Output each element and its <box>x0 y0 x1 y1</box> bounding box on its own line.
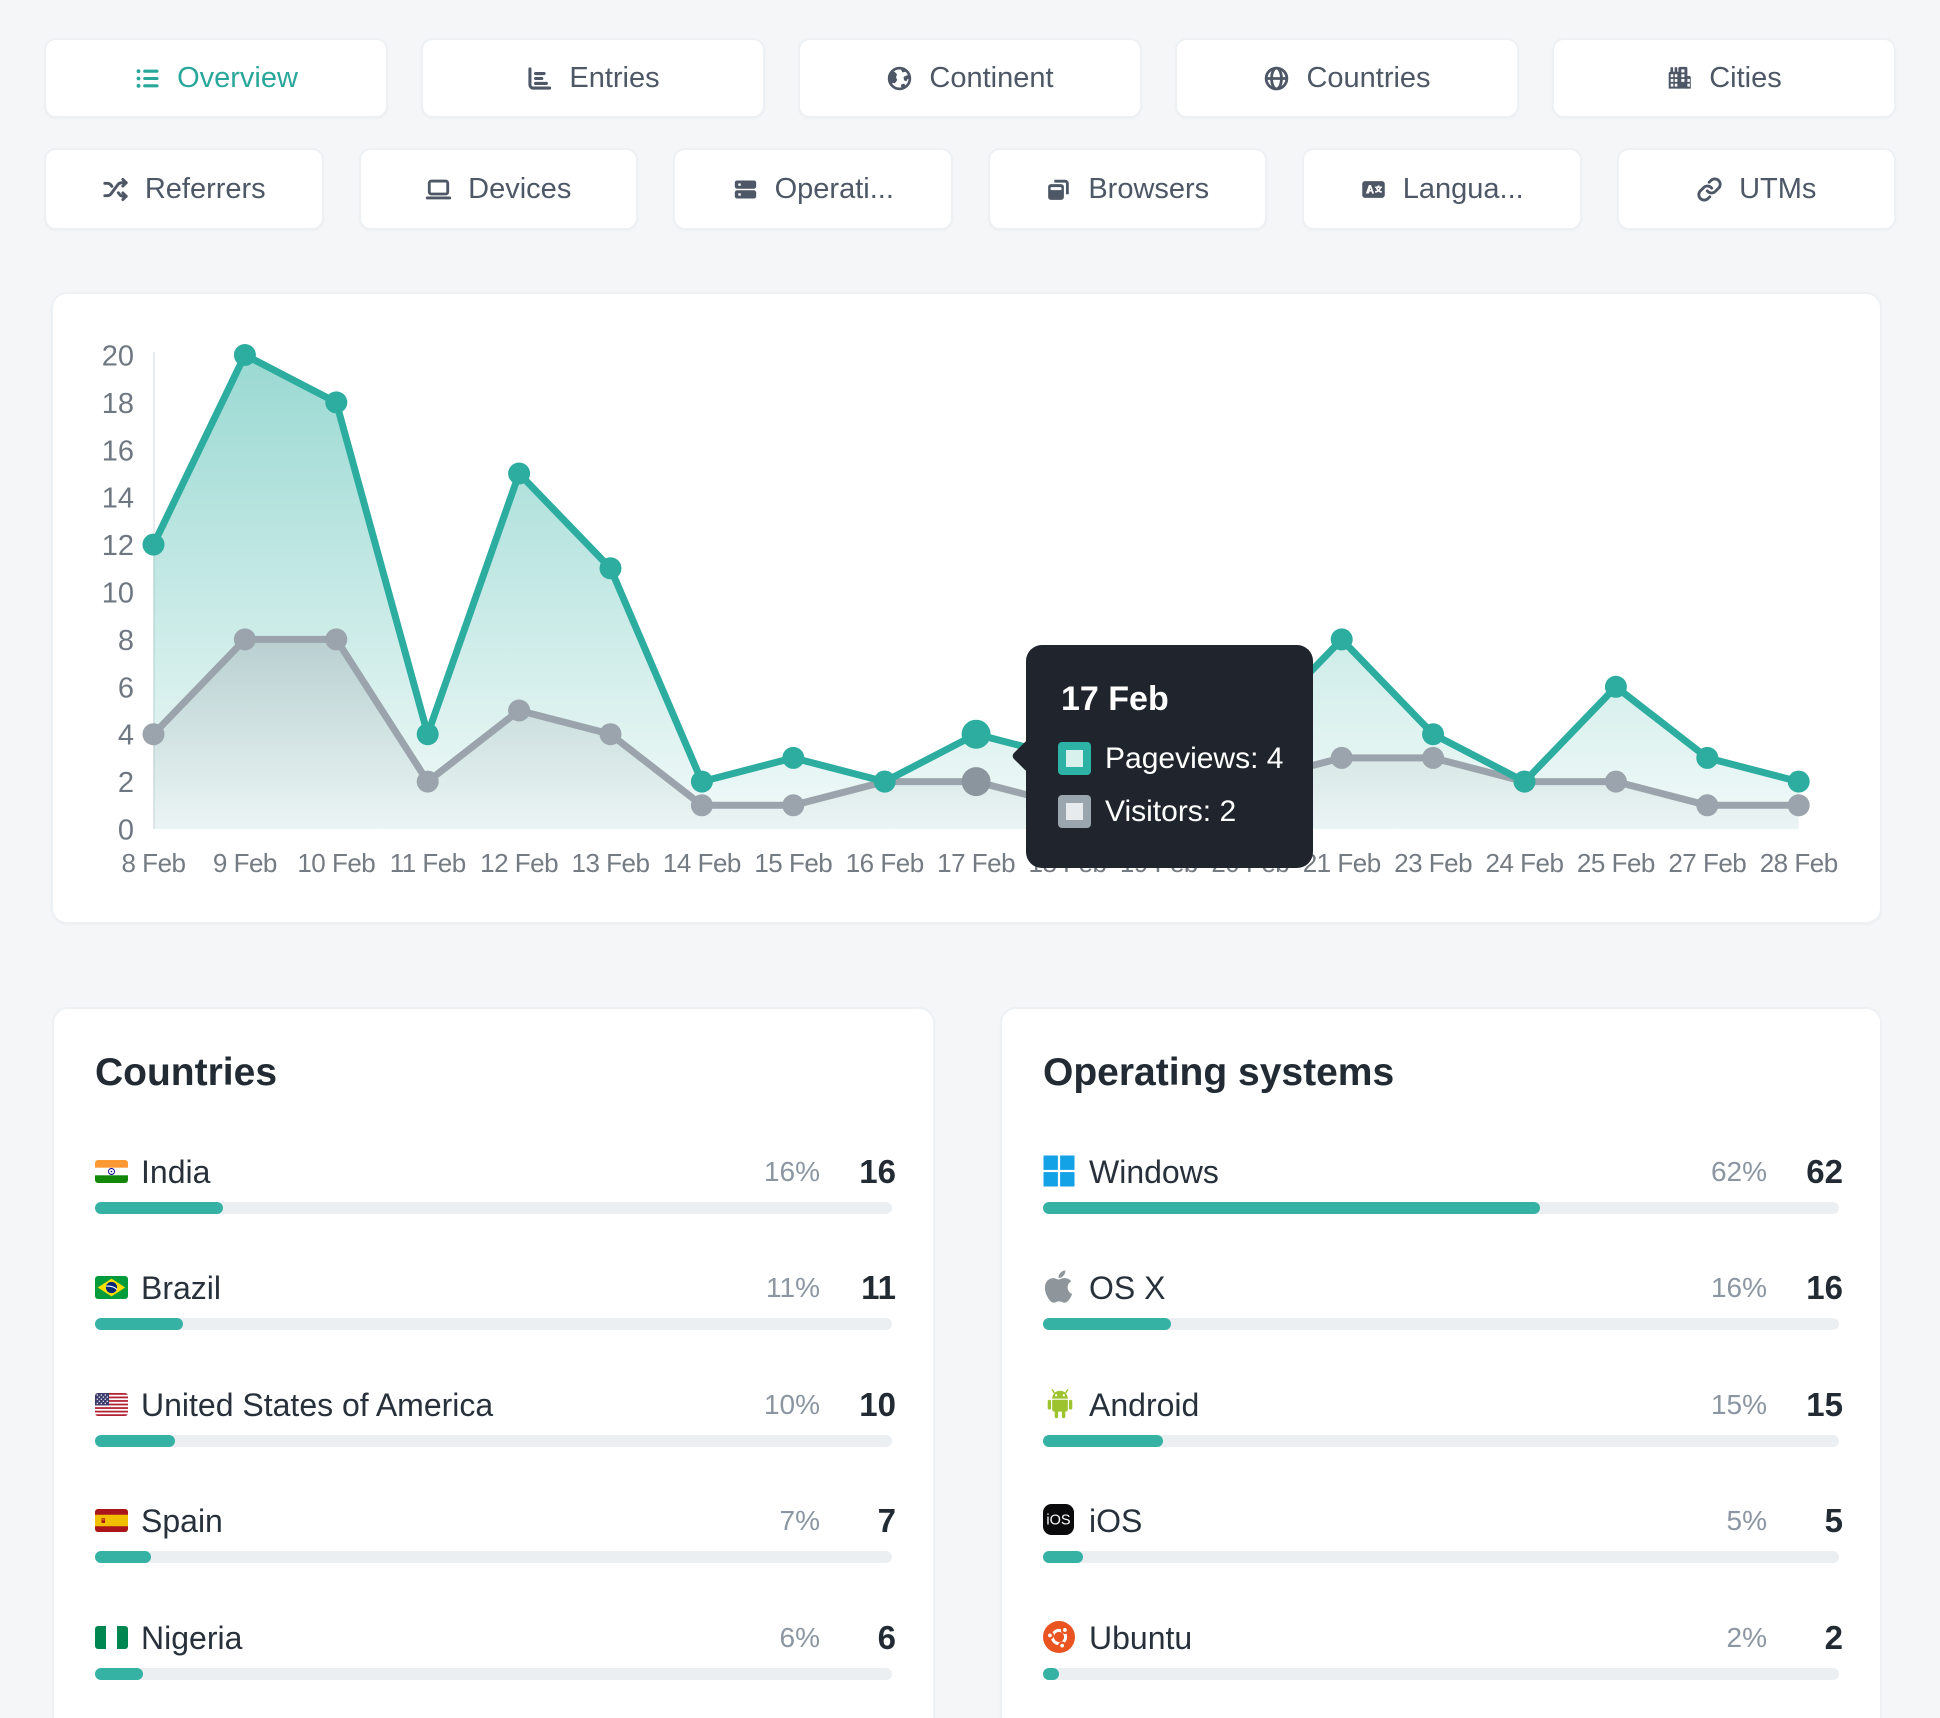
svg-text:10: 10 <box>102 578 134 610</box>
svg-text:16: 16 <box>102 435 134 467</box>
svg-text:8 Feb: 8 Feb <box>122 848 186 878</box>
svg-text:14 Feb: 14 Feb <box>663 848 741 878</box>
svg-text:0: 0 <box>118 815 134 847</box>
svg-text:12: 12 <box>102 530 134 562</box>
svg-text:6: 6 <box>118 672 134 704</box>
svg-text:17 Feb: 17 Feb <box>937 848 1015 878</box>
svg-text:14: 14 <box>102 483 134 515</box>
svg-text:2: 2 <box>118 767 134 799</box>
svg-text:21 Feb: 21 Feb <box>1303 848 1381 878</box>
svg-text:23 Feb: 23 Feb <box>1394 848 1472 878</box>
svg-text:20: 20 <box>102 341 134 373</box>
svg-text:9 Feb: 9 Feb <box>213 848 277 878</box>
svg-text:10 Feb: 10 Feb <box>297 848 375 878</box>
svg-text:27 Feb: 27 Feb <box>1668 848 1746 878</box>
svg-text:25 Feb: 25 Feb <box>1577 848 1655 878</box>
svg-text:28 Feb: 28 Feb <box>1760 848 1838 878</box>
svg-text:15 Feb: 15 Feb <box>754 848 832 878</box>
svg-text:iOS: iOS <box>1046 1513 1070 1529</box>
svg-text:24 Feb: 24 Feb <box>1486 848 1564 878</box>
svg-text:11 Feb: 11 Feb <box>390 848 466 878</box>
svg-text:8: 8 <box>118 625 134 657</box>
svg-text:13 Feb: 13 Feb <box>572 848 650 878</box>
svg-text:18: 18 <box>102 388 134 420</box>
svg-text:4: 4 <box>118 720 134 752</box>
svg-text:12 Feb: 12 Feb <box>480 848 558 878</box>
svg-text:16 Feb: 16 Feb <box>846 848 924 878</box>
